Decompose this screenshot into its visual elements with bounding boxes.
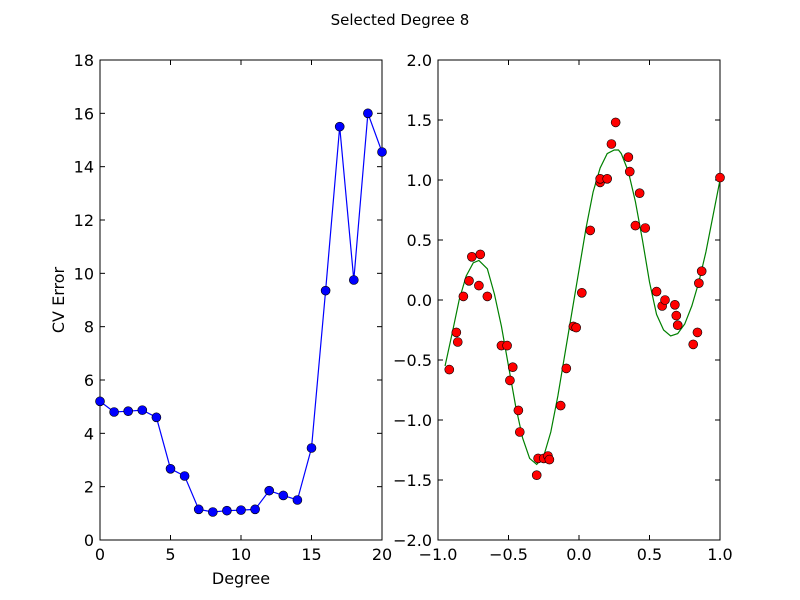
y-tick-label: 10 bbox=[74, 264, 94, 283]
cv-error-point bbox=[320, 285, 331, 296]
cv-error-point bbox=[250, 504, 260, 515]
y-tick-label: 2 bbox=[84, 478, 94, 497]
data-point bbox=[514, 427, 525, 437]
cv-error-point bbox=[151, 412, 162, 423]
data-point bbox=[544, 454, 555, 465]
y-tick-label: 6 bbox=[84, 371, 94, 390]
x-tick-label: 15 bbox=[301, 545, 321, 564]
y-tick-label: 16 bbox=[74, 104, 94, 123]
data-point bbox=[507, 362, 518, 373]
data-point bbox=[467, 251, 477, 262]
y-tick-label: 14 bbox=[74, 158, 94, 177]
y-tick-label: 12 bbox=[74, 211, 94, 230]
x-tick-label: 0.0 bbox=[566, 545, 591, 564]
cv-error-point bbox=[363, 108, 373, 119]
data-point bbox=[715, 172, 725, 183]
cv-error-point bbox=[137, 405, 148, 415]
y-tick-label: −1.5 bbox=[393, 471, 432, 490]
y-tick-label: 1.5 bbox=[407, 111, 432, 130]
data-point bbox=[610, 117, 621, 128]
y-tick-label: −0.5 bbox=[393, 351, 432, 370]
y-tick-label: −1.0 bbox=[393, 411, 432, 430]
data-point bbox=[475, 249, 486, 260]
data-point bbox=[671, 310, 682, 321]
cv-error-point bbox=[165, 463, 176, 474]
y-tick-label: 0.5 bbox=[407, 231, 432, 250]
y-tick-label: 4 bbox=[84, 424, 94, 443]
cv-error-point bbox=[95, 396, 105, 407]
data-point bbox=[651, 286, 662, 297]
data-point bbox=[696, 266, 707, 277]
data-point bbox=[688, 339, 699, 350]
cv-error-point bbox=[222, 505, 232, 516]
data-point bbox=[561, 363, 572, 374]
cv-error-line bbox=[100, 113, 382, 513]
x-tick-label: 5 bbox=[165, 545, 175, 564]
data-point bbox=[513, 405, 524, 416]
x-tick-label: 20 bbox=[372, 545, 392, 564]
data-point bbox=[464, 275, 474, 286]
cv-error-point bbox=[264, 485, 275, 496]
data-point bbox=[502, 340, 512, 351]
y-tick-label: 0.0 bbox=[407, 291, 432, 310]
plot-frame bbox=[437, 59, 721, 541]
x-tick-label: −0.5 bbox=[489, 545, 528, 564]
cv-error-point bbox=[334, 121, 345, 132]
data-point bbox=[624, 166, 635, 177]
cv-error-point bbox=[348, 275, 359, 285]
fit-panel: −1.0 −0.5 0.0 0.5 1.0 −2.0 −1.5 −1.0 −0.5 0.0 0.5 1… bbox=[393, 51, 733, 564]
cv-error-point bbox=[377, 147, 387, 157]
data-point bbox=[672, 320, 683, 331]
cv-error-point bbox=[292, 495, 303, 505]
x-tick-label: −1.0 bbox=[419, 545, 458, 564]
y-tick-label: −2.0 bbox=[393, 531, 432, 550]
data-point bbox=[634, 188, 645, 198]
y-tick-label: 18 bbox=[74, 51, 94, 70]
data-point bbox=[602, 174, 613, 184]
data-point bbox=[571, 322, 581, 333]
y-tick-label: 8 bbox=[84, 318, 94, 337]
cv-error-point bbox=[179, 471, 190, 481]
cv-error-point bbox=[109, 407, 119, 417]
data-point bbox=[630, 220, 641, 231]
fit-curve-line bbox=[444, 149, 720, 466]
cv-error-point bbox=[208, 507, 218, 517]
x-tick-label: 0 bbox=[95, 545, 105, 564]
x-axis-label: Degree bbox=[212, 569, 270, 588]
y-tick-label: 0 bbox=[84, 531, 94, 550]
data-point bbox=[474, 280, 484, 291]
data-point bbox=[623, 152, 634, 162]
data-point bbox=[451, 327, 462, 338]
data-point bbox=[640, 223, 651, 233]
cv-error-point bbox=[278, 490, 289, 501]
x-tick-label: 10 bbox=[231, 545, 251, 564]
data-point bbox=[505, 375, 515, 386]
cv-error-panel: 0 5 10 15 20 0 2 4 6 8 10 12 14 16 18 Degree CV Error bbox=[49, 51, 392, 588]
y-axis-label: CV Error bbox=[49, 266, 68, 333]
cv-error-point bbox=[123, 406, 133, 417]
data-point bbox=[585, 225, 596, 236]
cv-error-point bbox=[236, 505, 246, 515]
data-point bbox=[670, 299, 680, 310]
data-point bbox=[458, 291, 469, 302]
y-tick-label: 2.0 bbox=[407, 51, 432, 70]
data-point bbox=[452, 337, 463, 347]
cv-error-point bbox=[306, 443, 317, 453]
data-point bbox=[577, 287, 587, 298]
data-point bbox=[606, 139, 617, 149]
data-point bbox=[531, 470, 542, 481]
data-point bbox=[692, 327, 703, 338]
x-tick-label: 1.0 bbox=[707, 545, 732, 564]
data-point bbox=[555, 400, 566, 411]
cv-error-point bbox=[193, 504, 204, 515]
x-tick-label: 0.5 bbox=[637, 545, 662, 564]
data-point bbox=[694, 278, 704, 289]
data-point bbox=[444, 364, 455, 375]
y-tick-label: 1.0 bbox=[407, 171, 432, 190]
figure-suptitle: Selected Degree 8 bbox=[331, 11, 470, 29]
data-point bbox=[482, 291, 493, 302]
data-point bbox=[660, 295, 670, 305]
